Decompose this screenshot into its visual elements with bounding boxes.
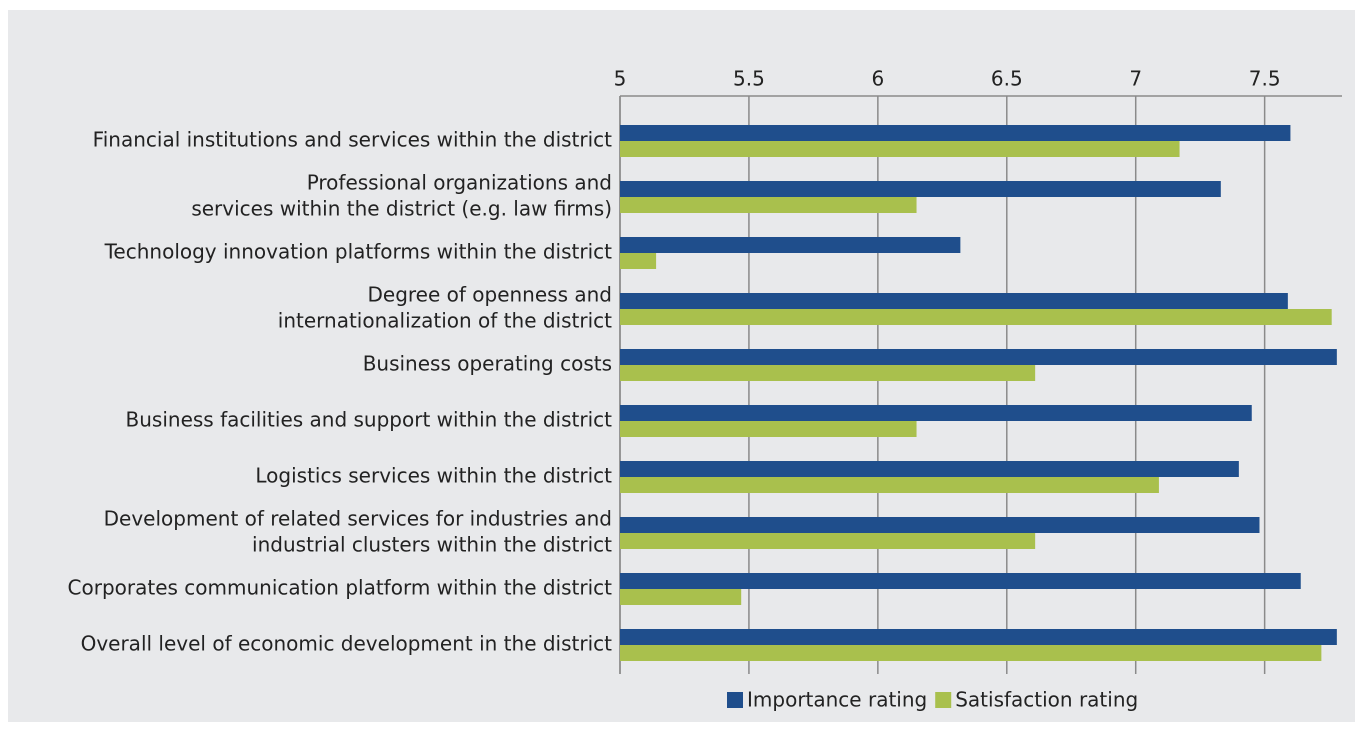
bar bbox=[620, 461, 1239, 477]
y-tick-label: Professional organizations and bbox=[307, 171, 612, 195]
y-tick-label: Overall level of economic development in… bbox=[81, 632, 613, 656]
bar bbox=[620, 629, 1337, 645]
bar bbox=[620, 573, 1301, 589]
bar bbox=[620, 421, 917, 437]
y-tick-label: Business operating costs bbox=[363, 352, 612, 376]
bar bbox=[620, 645, 1322, 661]
y-tick-label: Corporates communication platform within… bbox=[68, 576, 613, 600]
x-tick-label: 6.5 bbox=[991, 67, 1023, 91]
y-tick-label: industrial clusters within the district bbox=[252, 533, 612, 557]
legend-swatch bbox=[727, 692, 743, 708]
y-tick-label: Financial institutions and services with… bbox=[93, 128, 612, 152]
y-tick-label: Technology innovation platforms within t… bbox=[104, 240, 613, 264]
legend-label: Satisfaction rating bbox=[955, 688, 1138, 712]
x-tick-label: 6 bbox=[871, 67, 884, 91]
bar bbox=[620, 405, 1252, 421]
x-tick-label: 5.5 bbox=[733, 67, 765, 91]
bar bbox=[620, 125, 1291, 141]
bar bbox=[620, 309, 1332, 325]
y-tick-label: internationalization of the district bbox=[278, 309, 612, 333]
bar bbox=[620, 141, 1180, 157]
bar bbox=[620, 253, 657, 269]
bar bbox=[620, 349, 1337, 365]
y-tick-label: Degree of openness and bbox=[367, 283, 612, 307]
legend-swatch bbox=[935, 692, 952, 708]
bar bbox=[620, 589, 742, 605]
bar bbox=[620, 533, 1036, 549]
bar bbox=[620, 365, 1036, 381]
y-tick-label: Business facilities and support within t… bbox=[126, 408, 613, 432]
bar bbox=[620, 293, 1288, 309]
bar bbox=[620, 477, 1159, 493]
bar bbox=[620, 517, 1260, 533]
bar bbox=[620, 237, 961, 253]
x-tick-label: 5 bbox=[614, 67, 627, 91]
bar bbox=[620, 181, 1221, 197]
legend-label: Importance rating bbox=[747, 688, 927, 712]
x-tick-label: 7 bbox=[1129, 67, 1142, 91]
y-tick-label: Logistics services within the district bbox=[255, 464, 612, 488]
y-tick-label: Development of related services for indu… bbox=[104, 507, 612, 531]
y-tick-label: services within the district (e.g. law f… bbox=[191, 197, 612, 221]
bar bbox=[620, 197, 917, 213]
x-tick-label: 7.5 bbox=[1249, 67, 1281, 91]
